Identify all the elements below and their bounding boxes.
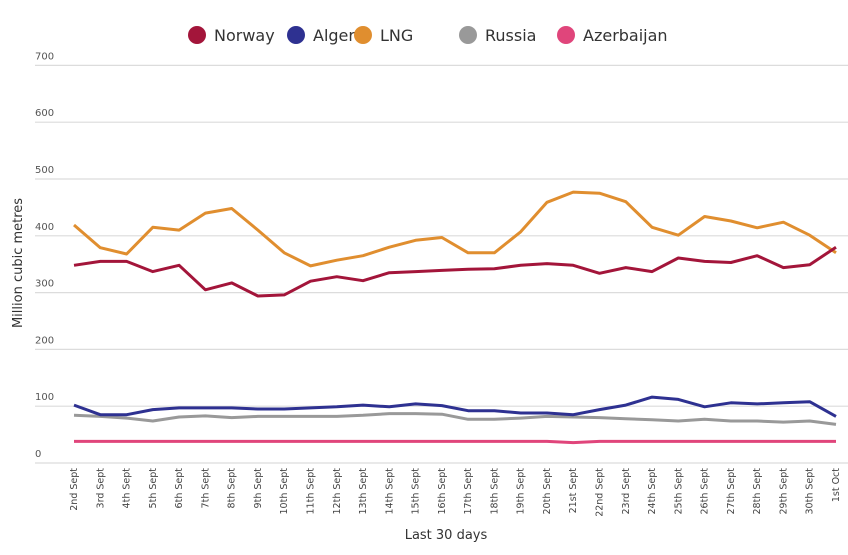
series-lines [73,190,837,445]
legend-label: Azerbaijan [583,26,668,45]
legend-label: Norway [214,26,275,45]
x-tick-label: 15th Sept [411,468,422,515]
legend-marker [557,26,575,44]
x-tick-label: 30th Sept [805,468,816,515]
y-tick-label: 700 [35,51,54,62]
x-tick-label: 7th Sept [200,468,211,509]
y-tick-label: 500 [35,165,54,176]
x-tick-label: 2nd Sept [69,468,80,511]
y-tick-label: 300 [35,279,54,290]
series-line-lng [73,190,837,268]
x-tick-label: 19th Sept [516,468,527,515]
legend-item-azerbaijan: Azerbaijan [557,26,668,45]
x-tick-label: 24th Sept [647,468,658,515]
legend-item-russia: Russia [459,26,536,45]
legend-item-lng: LNG [354,26,413,45]
y-tick-label: 400 [35,222,54,233]
x-tick-label: 22nd Sept [595,468,606,517]
y-axis-ticks: 0 100 200 300 400 500 600 700 [35,51,54,460]
y-axis-label: Million cubic metres [11,198,26,328]
x-tick-label: 27th Sept [726,468,737,515]
x-tick-label: 5th Sept [148,468,159,509]
x-tick-label: 4th Sept [122,468,133,509]
x-axis-ticks: 2nd Sept 3rd Sept 4th Sept 5th Sept 6th Sept… [69,468,842,517]
y-tick-label: 100 [35,392,54,403]
x-tick-label: 13th Sept [358,468,369,515]
x-tick-label: 20th Sept [542,468,553,515]
x-tick-label: 18th Sept [489,468,500,515]
x-tick-label: 8th Sept [227,468,238,509]
y-tick-label: 600 [35,108,54,119]
legend-label: Russia [485,26,536,45]
series-line-azerbaijan [74,439,836,445]
legend-label: LNG [380,26,413,45]
series-line-norway [73,245,837,298]
x-tick-label: 3rd Sept [95,468,106,509]
legend-marker [287,26,305,44]
x-tick-label: 17th Sept [463,468,474,515]
series-line-russia [73,412,837,426]
x-tick-label: 1st Oct [831,468,842,502]
gridlines [35,64,848,464]
x-axis-label: Last 30 days [405,528,488,543]
y-tick-label: 0 [35,449,41,460]
x-tick-label: 6th Sept [174,468,185,509]
legend-marker [188,26,206,44]
x-tick-label: 28th Sept [752,468,763,515]
x-tick-label: 11th Sept [305,468,316,515]
x-tick-label: 10th Sept [279,468,290,515]
legend-marker [459,26,477,44]
x-tick-label: 16th Sept [437,468,448,515]
x-tick-label: 21st Sept [568,468,579,514]
x-tick-label: 14th Sept [384,468,395,515]
series-line-algeria [73,395,837,418]
x-tick-label: 29th Sept [778,468,789,515]
legend-item-norway: Norway [188,26,275,45]
y-tick-label: 200 [35,335,54,346]
x-tick-label: 23rd Sept [621,468,632,515]
legend-marker [354,26,372,44]
x-tick-label: 9th Sept [253,468,264,509]
x-tick-label: 12th Sept [332,468,343,515]
legend: Norway Algeria LNG Russia Azerbaijan [188,26,668,45]
x-tick-label: 26th Sept [700,468,711,515]
x-tick-label: 25th Sept [673,468,684,515]
